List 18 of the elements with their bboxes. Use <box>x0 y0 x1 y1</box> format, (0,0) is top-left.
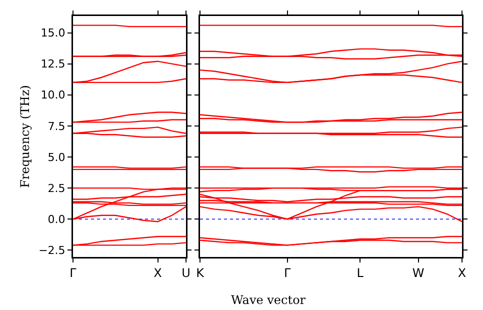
x-axis-title: Wave vector <box>231 293 306 307</box>
y-tick-label: 5.0 <box>48 150 66 164</box>
x-tick-label: U <box>182 266 190 280</box>
y-tick-label: 12.5 <box>40 58 66 71</box>
y-tick-label: 7.5 <box>48 120 66 133</box>
x-tick-label: W <box>412 266 424 280</box>
y-tick-label: −2.5 <box>38 244 66 258</box>
x-tick-label: X <box>154 266 162 280</box>
y-tick-label: 15.0 <box>40 26 66 40</box>
x-tick-label: K <box>196 266 206 280</box>
y-tick-label: 10.0 <box>40 88 66 102</box>
x-tick-label: Γ <box>284 266 291 280</box>
x-tick-label: X <box>458 266 466 280</box>
y-tick-label: 2.5 <box>48 182 66 195</box>
y-axis-title: Frequency (THz) <box>18 85 32 188</box>
x-tick-label: L <box>356 266 364 280</box>
x-tick-label: Γ <box>70 266 77 280</box>
y-tick-label: 0.0 <box>48 212 66 226</box>
